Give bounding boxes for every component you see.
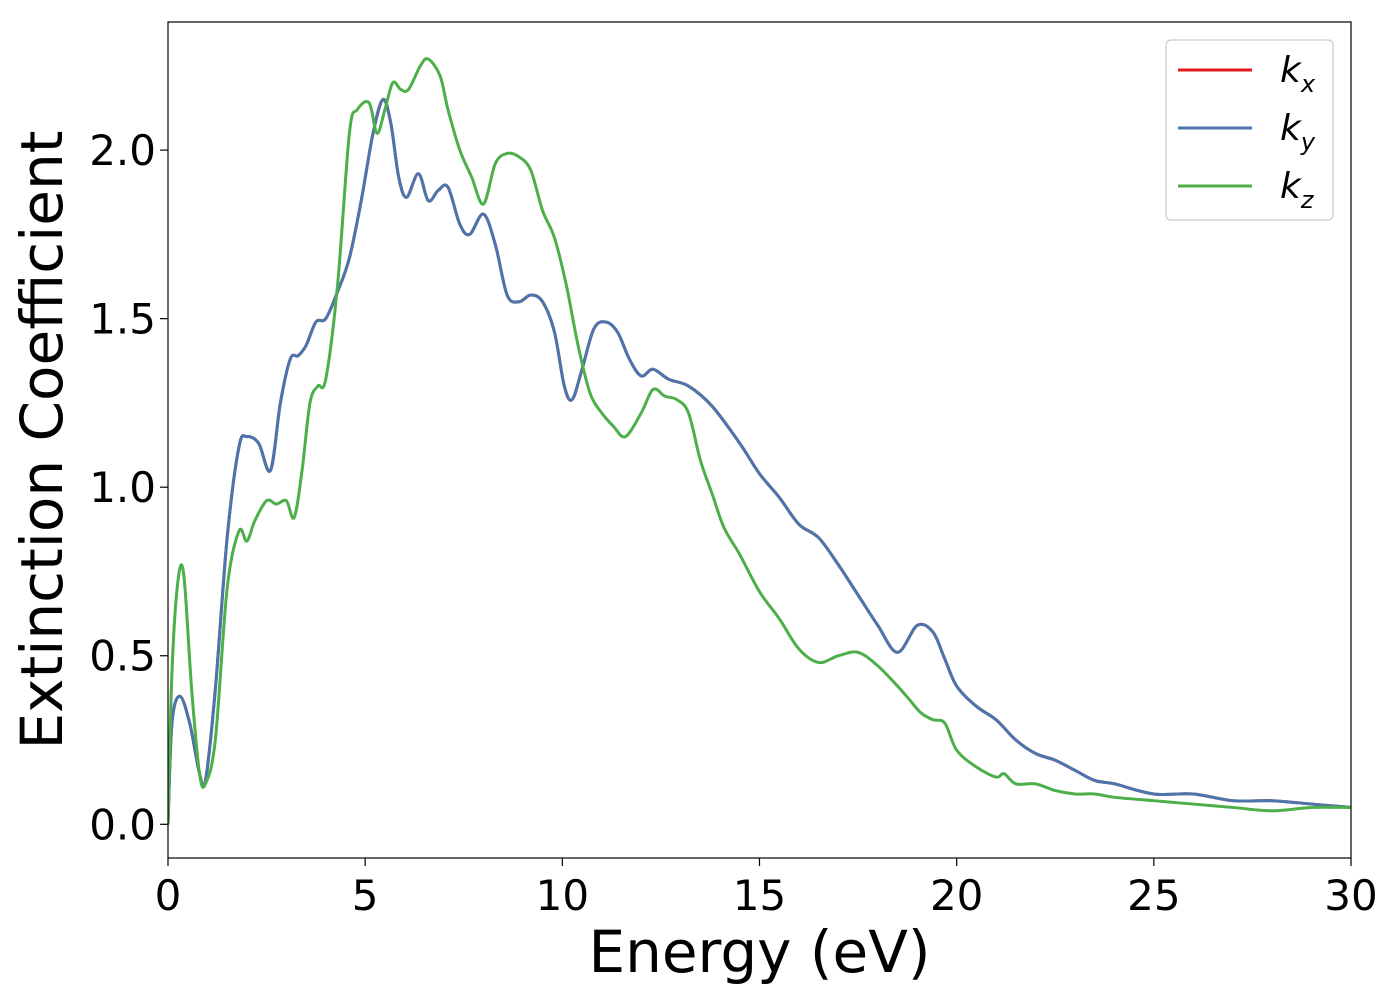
legend-label-base: k (1280, 166, 1303, 207)
series-line-y (168, 98, 1351, 825)
y-tick-label: 0.0 (89, 800, 156, 849)
x-tick-label: 30 (1324, 871, 1377, 920)
legend-label-subscript: x (1300, 70, 1316, 98)
x-tick-label: 0 (155, 871, 182, 920)
y-axis-title: Extinction Coefficient (8, 131, 76, 750)
x-tick-label: 20 (930, 871, 983, 920)
series-layer (168, 57, 1351, 825)
y-tick-label: 1.5 (89, 295, 156, 344)
y-axis-ticks: 0.0 0.5 1.0 1.5 2.0 (89, 126, 168, 849)
x-axis-title: Energy (eV) (588, 918, 930, 986)
legend-label-y: ky (1280, 108, 1316, 156)
x-tick-label: 25 (1127, 871, 1180, 920)
x-axis-ticks: 0 5 10 15 20 25 30 (155, 858, 1378, 920)
legend-label-base: k (1280, 50, 1303, 91)
legend-label-subscript: y (1300, 128, 1316, 156)
x-tick-label: 5 (352, 871, 379, 920)
x-tick-label: 10 (536, 871, 589, 920)
legend-label-subscript: z (1300, 186, 1315, 214)
y-tick-label: 1.0 (89, 463, 156, 512)
legend-label-x: kx (1280, 50, 1316, 98)
legend-box (1165, 39, 1334, 221)
y-tick-label: 2.0 (89, 126, 156, 175)
series-line-z (168, 57, 1351, 825)
legend-label-base: k (1280, 108, 1303, 149)
x-tick-label: 15 (733, 871, 786, 920)
legend-label-z: kz (1280, 166, 1315, 214)
y-tick-label: 0.5 (89, 632, 156, 681)
